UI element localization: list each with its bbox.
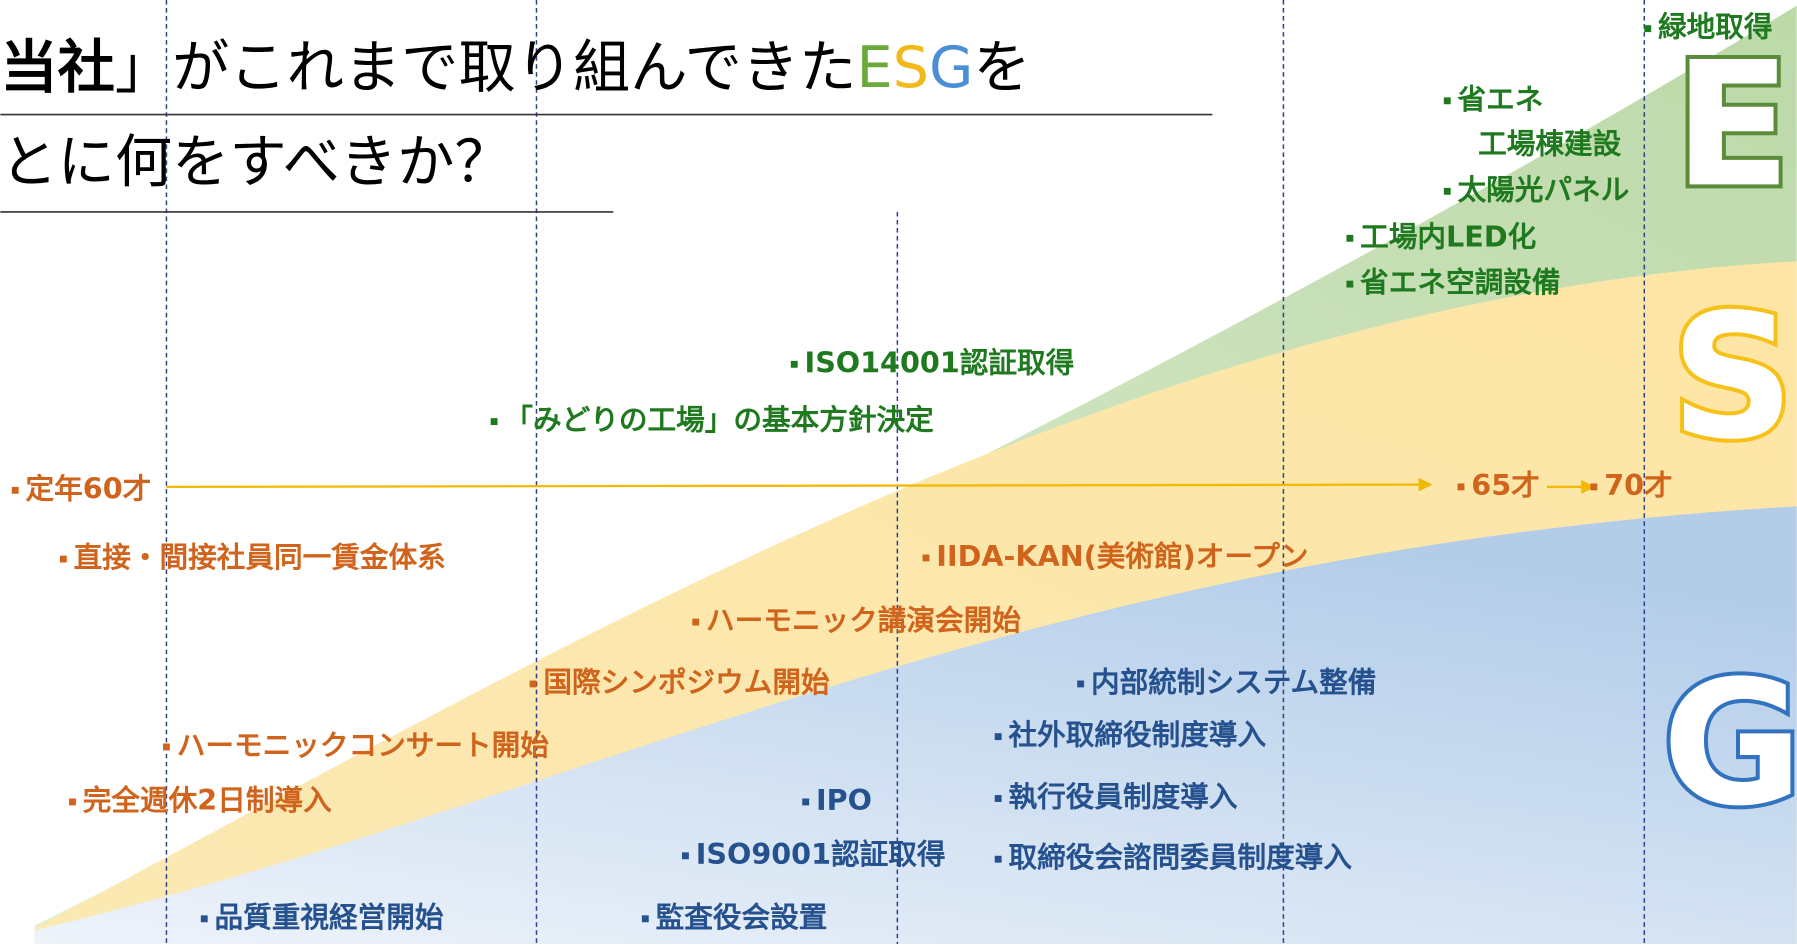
item-label: 監査役会設置	[656, 900, 828, 934]
title-s: S	[893, 34, 929, 101]
pillar-letter: S	[1671, 276, 1795, 477]
bullet	[59, 555, 67, 563]
bullet	[1590, 483, 1598, 491]
item-label: 定年60才	[26, 471, 152, 505]
title-lead: 当社	[0, 34, 115, 101]
item-label: 直接・間接社員同一賃金体系	[74, 540, 446, 574]
pillar-letter: E	[1674, 24, 1791, 225]
bullet	[200, 915, 208, 923]
arrow-head	[1418, 477, 1433, 492]
item-label: ハーモニック講演会開始	[706, 603, 1021, 637]
item-label: 取締役会諮問委員制度導入	[1008, 840, 1352, 874]
item-label: 「みどりの工場」の基本方針決定	[504, 403, 934, 437]
bullet	[1346, 234, 1354, 242]
title-e: E	[856, 34, 892, 101]
bullet	[994, 855, 1002, 863]
title-text: 」がこれまで取り組んできた	[115, 34, 857, 101]
bullet	[163, 743, 170, 751]
bullet	[1457, 483, 1465, 491]
arrow	[166, 483, 1421, 489]
bullet	[1077, 680, 1085, 688]
item-label: 65才	[1471, 468, 1539, 502]
item-label: ISO14001認証取得	[805, 345, 1075, 379]
item-label: 太陽光パネル	[1458, 172, 1630, 206]
bullet	[994, 795, 1002, 802]
bullet	[1346, 280, 1354, 288]
title-g: G	[929, 34, 973, 101]
arrow-head	[1581, 480, 1596, 494]
item-label: IPO	[816, 783, 872, 817]
item-label: ハーモニックコンサート開始	[177, 728, 550, 762]
g-band	[34, 506, 1797, 944]
title-line2: とに何をすべきか？	[0, 129, 511, 196]
item-label: 完全週休2日制導入	[83, 783, 332, 817]
item-label: 内部統制システム整備	[1091, 665, 1376, 699]
item-label: IIDA-KAN(美術館)オープン	[936, 539, 1308, 573]
item-label: 省エネ	[1458, 82, 1544, 116]
item-label: 省エネ空調設備	[1360, 265, 1560, 299]
bullet	[802, 798, 810, 806]
item-label: 工場棟建設	[1478, 126, 1622, 160]
bullet	[994, 733, 1002, 741]
item-label: 執行役員制度導入	[1008, 780, 1237, 814]
title-end: を	[973, 34, 1030, 101]
pillar-letter: G	[1662, 643, 1797, 844]
pillar-letters: ESG	[1658, 20, 1797, 848]
bullet	[529, 680, 537, 688]
bullet	[641, 915, 649, 923]
item-label: 国際シンポジウム開始	[543, 665, 830, 699]
bullet	[1644, 25, 1652, 33]
item-label: 緑地取得	[1658, 10, 1773, 44]
bullet	[922, 554, 930, 562]
item-label: 品質重視経営開始	[215, 900, 444, 934]
item-label: 工場内LED化	[1360, 219, 1536, 253]
item-label: 70才	[1604, 468, 1672, 502]
bullet	[1443, 97, 1451, 105]
bullet	[1443, 187, 1451, 195]
dividers	[165, 0, 1646, 944]
bullet	[11, 486, 19, 494]
bullet	[692, 618, 700, 626]
title-line1: 当社」がこれまで取り組んできたESGを	[0, 34, 1030, 101]
bullet	[69, 798, 76, 806]
item-label: ISO9001認証取得	[696, 837, 946, 871]
bullet	[790, 360, 798, 368]
bullet	[681, 852, 689, 860]
bullet	[490, 418, 498, 426]
item-label: 社外取締役制度導入	[1008, 718, 1266, 752]
